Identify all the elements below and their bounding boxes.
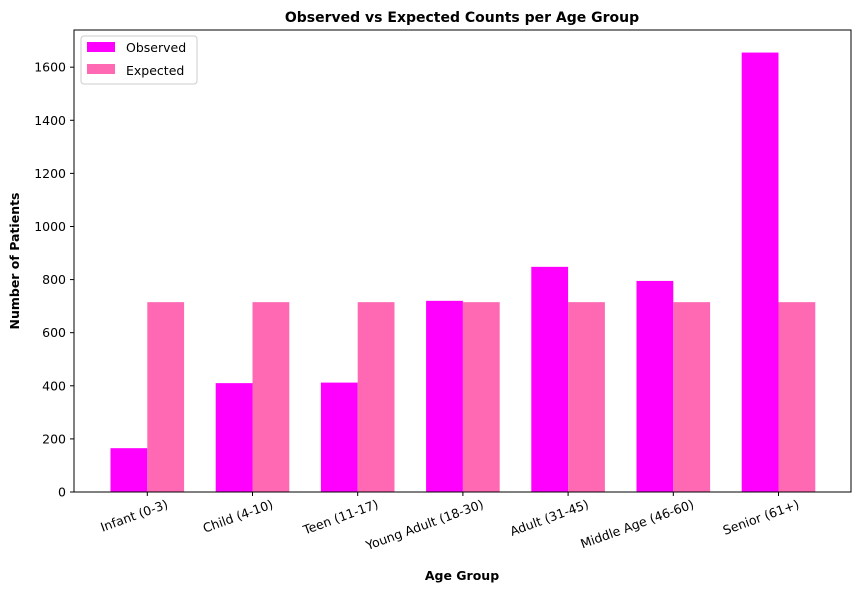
bar-expected-6	[778, 302, 816, 492]
bar-expected-2	[357, 302, 395, 492]
legend-label-observed: Observed	[126, 40, 186, 55]
legend-label-expected: Expected	[126, 63, 184, 78]
y-tick-label-1: 200	[42, 431, 66, 446]
plot-frame	[73, 29, 852, 493]
bar-observed-5	[636, 280, 674, 492]
bar-expected-4	[568, 302, 605, 492]
bar-expected-0	[147, 302, 185, 492]
legend: Observed Expected	[80, 35, 198, 85]
x-tick-label-3: Young Adult (18-30)	[363, 496, 486, 553]
bar-observed-0	[110, 448, 148, 492]
bar-observed-6	[741, 52, 779, 492]
bar-expected-1	[252, 302, 290, 492]
y-axis-label: Number of Patients	[7, 192, 22, 329]
x-tick-label-0: Infant (0-3)	[98, 496, 170, 534]
y-tick-label-5: 1000	[34, 219, 66, 234]
x-tick-label-2: Teen (11-17)	[300, 496, 380, 537]
x-axis-ticks: Infant (0-3) Child (4-10) Teen (11-17)Youn…	[98, 492, 801, 553]
bar-observed-4	[531, 266, 569, 492]
y-axis-ticks: 0 200 400 600 800 1000 1200 1400 1600	[34, 60, 74, 500]
y-tick-label-8: 1600	[34, 60, 66, 75]
legend-swatch-expected	[87, 64, 115, 74]
x-tick-label-4: Adult (31-45)	[508, 496, 591, 538]
x-tick-label-1: Child (4-10)	[201, 496, 275, 535]
chart-title: Observed vs Expected Counts per Age Grou…	[285, 10, 639, 26]
y-tick-label-3: 600	[42, 325, 66, 340]
bar-expected-5	[673, 302, 711, 492]
y-tick-label-4: 800	[42, 272, 66, 287]
y-tick-label-0: 0	[58, 485, 66, 500]
y-tick-label-2: 400	[42, 378, 66, 393]
y-tick-label-6: 1200	[34, 166, 66, 181]
x-axis-label: Age Group	[425, 568, 499, 583]
bar-observed-1	[215, 383, 253, 492]
bar-observed-2	[320, 382, 358, 492]
y-tick-label-7: 1400	[34, 113, 66, 128]
x-tick-label-6: Senior (61+)	[721, 496, 801, 537]
bar-expected-3	[462, 302, 500, 492]
bars-group	[110, 52, 816, 492]
x-tick-label-5: Middle Age (46-60)	[578, 496, 695, 551]
legend-swatch-observed	[87, 42, 115, 52]
bar-observed-3	[426, 300, 463, 492]
